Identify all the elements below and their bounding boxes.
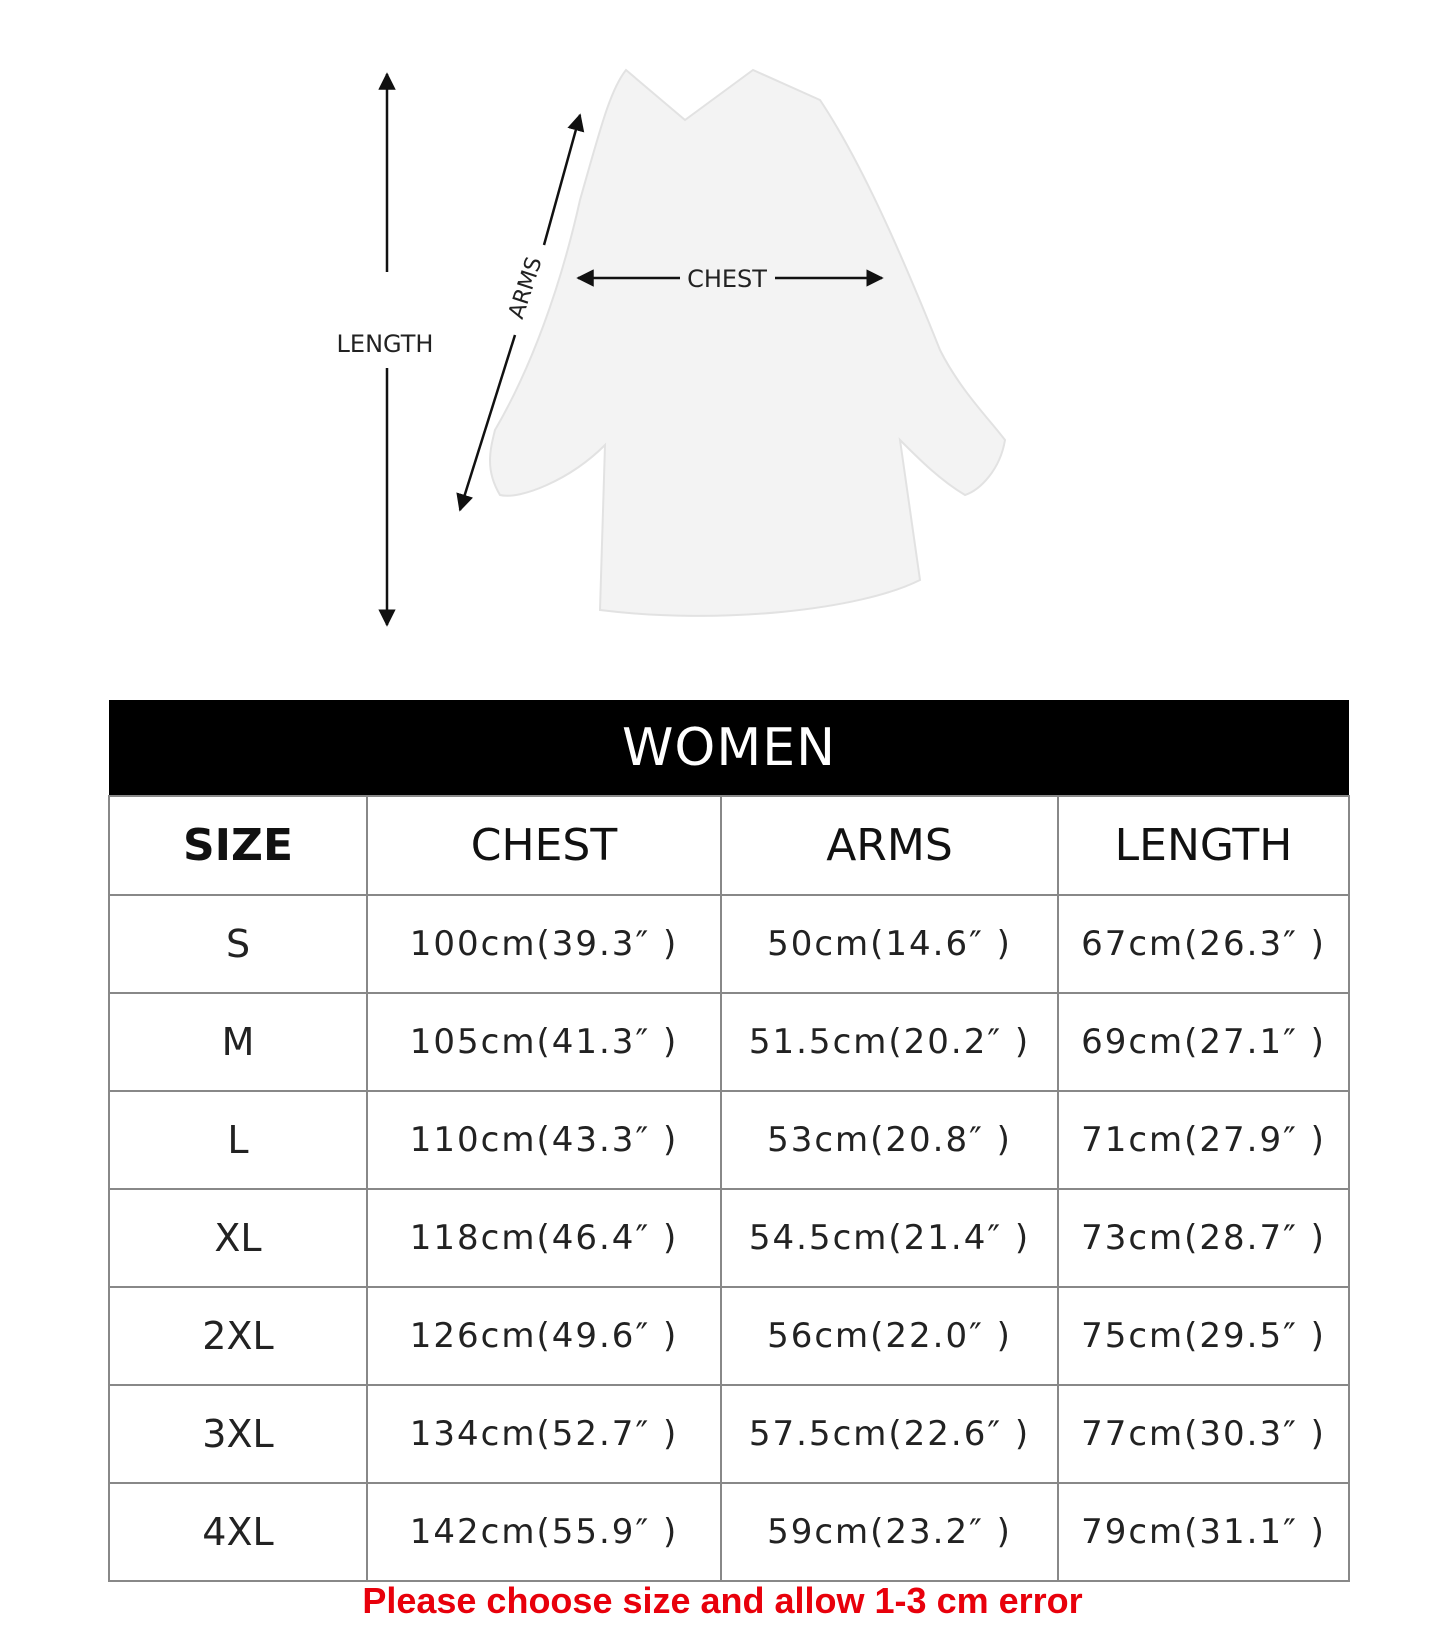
header-length: LENGTH (1057, 795, 1350, 896)
table-title-row: WOMEN (109, 700, 1349, 796)
cell-arms: 53cm(20.8″ ) (720, 1090, 1059, 1190)
header-row: SIZE CHEST ARMS LENGTH (108, 795, 1350, 896)
cell-chest: 110cm(43.3″ ) (366, 1090, 722, 1190)
table-row: M 105cm(41.3″ ) 51.5cm(20.2″ ) 69cm(27.1″ ) (108, 992, 1350, 1092)
cell-length: 79cm(31.1″ ) (1057, 1482, 1350, 1582)
cell-length: 67cm(26.3″ ) (1057, 894, 1350, 994)
cell-length: 71cm(27.9″ ) (1057, 1090, 1350, 1190)
cell-arms: 51.5cm(20.2″ ) (720, 992, 1059, 1092)
cell-size: 2XL (108, 1286, 368, 1386)
cell-arms: 54.5cm(21.4″ ) (720, 1188, 1059, 1288)
cell-chest: 105cm(41.3″ ) (366, 992, 722, 1092)
cell-size: M (108, 992, 368, 1092)
header-arms: ARMS (720, 795, 1059, 896)
cell-length: 69cm(27.1″ ) (1057, 992, 1350, 1092)
cell-length: 77cm(30.3″ ) (1057, 1384, 1350, 1484)
table-row: L 110cm(43.3″ ) 53cm(20.8″ ) 71cm(27.9″ ) (108, 1090, 1350, 1190)
cell-size: L (108, 1090, 368, 1190)
length-label: LENGTH (337, 330, 434, 358)
header-chest: CHEST (366, 795, 722, 896)
cell-arms: 59cm(23.2″ ) (720, 1482, 1059, 1582)
size-chart-table: WOMEN SIZE CHEST ARMS LENGTH S 100cm(39.3… (108, 700, 1350, 1582)
cell-chest: 134cm(52.7″ ) (366, 1384, 722, 1484)
cell-arms: 50cm(14.6″ ) (720, 894, 1059, 994)
cell-length: 75cm(29.5″ ) (1057, 1286, 1350, 1386)
blouse-measurement-diagram: LENGTH CHEST ARMS (337, 68, 1007, 627)
cell-arms: 57.5cm(22.6″ ) (720, 1384, 1059, 1484)
table-row: 4XL 142cm(55.9″ ) 59cm(23.2″ ) 79cm(31.1″ ) (108, 1482, 1350, 1582)
table-title: WOMEN (622, 717, 836, 778)
table-row: 3XL 134cm(52.7″ ) 57.5cm(22.6″ ) 77cm(30.3″… (108, 1384, 1350, 1484)
cell-chest: 118cm(46.4″ ) (366, 1188, 722, 1288)
chest-label: CHEST (687, 265, 767, 293)
cell-arms: 56cm(22.0″ ) (720, 1286, 1059, 1386)
cell-size: 4XL (108, 1482, 368, 1582)
cell-size: XL (108, 1188, 368, 1288)
arms-label: ARMS (504, 254, 547, 322)
size-note: Please choose size and allow 1-3 cm erro… (362, 1580, 1083, 1621)
cell-length: 73cm(28.7″ ) (1057, 1188, 1350, 1288)
table-row: 2XL 126cm(49.6″ ) 56cm(22.0″ ) 75cm(29.5″ ) (108, 1286, 1350, 1386)
cell-chest: 126cm(49.6″ ) (366, 1286, 722, 1386)
table-row: S 100cm(39.3″ ) 50cm(14.6″ ) 67cm(26.3″ ) (108, 894, 1350, 994)
cell-size: S (108, 894, 368, 994)
table-row: XL 118cm(46.4″ ) 54.5cm(21.4″ ) 73cm(28.7″ … (108, 1188, 1350, 1288)
blouse-image (489, 68, 1007, 617)
cell-chest: 142cm(55.9″ ) (366, 1482, 722, 1582)
cell-size: 3XL (108, 1384, 368, 1484)
cell-chest: 100cm(39.3″ ) (366, 894, 722, 994)
arms-arrow (542, 113, 585, 246)
header-size: SIZE (108, 795, 368, 896)
